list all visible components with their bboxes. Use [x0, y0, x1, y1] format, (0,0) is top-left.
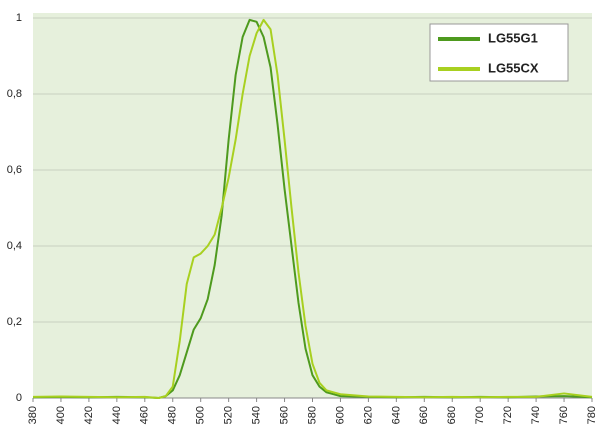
- y-tick-label: 0,6: [7, 164, 22, 176]
- x-tick-label: 380: [27, 406, 39, 424]
- x-tick-label: 780: [586, 406, 598, 424]
- x-tick-label: 560: [278, 406, 290, 424]
- x-tick-label: 680: [446, 406, 458, 424]
- y-tick-label: 0,4: [7, 240, 22, 252]
- x-tick-label: 660: [418, 406, 430, 424]
- x-tick-label: 760: [558, 406, 570, 424]
- x-tick-label: 640: [390, 406, 402, 424]
- x-tick-label: 520: [223, 406, 235, 424]
- x-tick-label: 540: [251, 406, 263, 424]
- x-tick-label: 600: [334, 406, 346, 424]
- x-tick-label: 620: [362, 406, 374, 424]
- x-tick-label: 700: [474, 406, 486, 424]
- x-tick-label: 480: [167, 406, 179, 424]
- series-line: [32, 18, 593, 399]
- x-tick-label: 460: [139, 406, 151, 424]
- y-tick-label: 0: [16, 392, 22, 404]
- y-tick-label: 0,2: [7, 316, 22, 328]
- y-tick-label: 1: [16, 12, 22, 24]
- x-tick-label: 440: [111, 406, 123, 424]
- x-tick-label: 400: [55, 406, 67, 424]
- x-tick-label: 420: [83, 406, 95, 424]
- legend-box: [429, 23, 569, 82]
- x-tick-label: 720: [502, 406, 514, 424]
- legend-label: LG55CX: [488, 60, 539, 75]
- x-tick-label: 740: [530, 406, 542, 424]
- x-tick-label: 500: [195, 406, 207, 424]
- y-tick-label: 0,8: [7, 88, 22, 100]
- legend-label: LG55G1: [488, 30, 538, 45]
- x-tick-label: 580: [306, 406, 318, 424]
